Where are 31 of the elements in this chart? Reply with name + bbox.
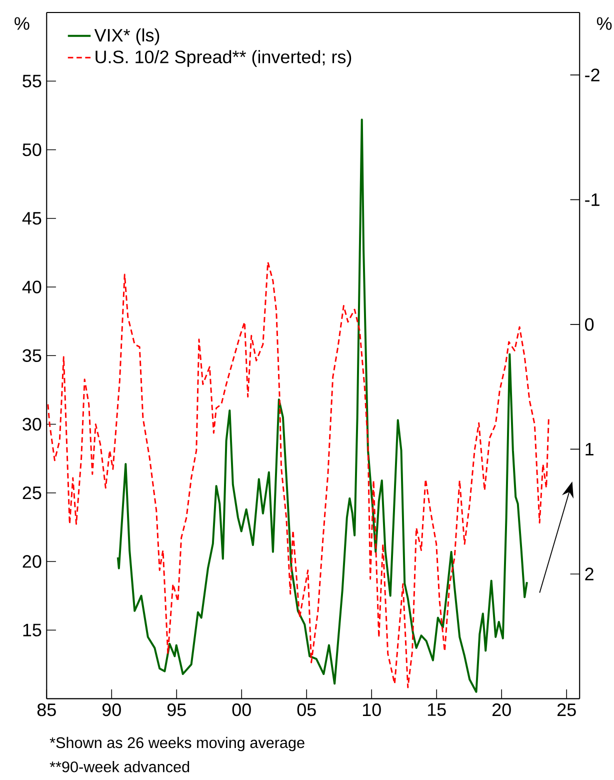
y-tick-label: 45 xyxy=(22,212,42,225)
x-tick-label: 90 xyxy=(102,703,122,716)
y2-axis-title: % xyxy=(597,17,612,30)
text: **90-week advanced xyxy=(50,761,190,772)
x-tick-label: 15 xyxy=(428,703,446,716)
text: *Shown as 26 weeks moving average xyxy=(50,736,305,752)
y-tick-label: 15 xyxy=(24,624,42,636)
y-tick-label: 55 xyxy=(22,74,42,88)
x-tick-label: 95 xyxy=(168,703,186,716)
x-tick-label: 05 xyxy=(298,703,316,716)
line-series xyxy=(47,261,550,688)
y-tick-label: 35 xyxy=(22,349,42,362)
x-tick-label: 10 xyxy=(363,703,382,716)
y2-tick-label: -2 xyxy=(585,68,600,82)
x-tick-label: 85 xyxy=(38,703,56,716)
y-axis-title: % xyxy=(14,17,30,30)
y2-tick-label: 1 xyxy=(586,443,594,456)
y-tick-label: 20 xyxy=(23,555,42,568)
y2-tick-label: 2 xyxy=(585,568,594,580)
x-tick-label: 00 xyxy=(232,703,252,716)
y-tick-label: 25 xyxy=(23,486,42,500)
y2-tick-label: -1 xyxy=(585,193,600,206)
y-tick-label: 30 xyxy=(22,418,42,431)
x-tick-label: 25 xyxy=(558,703,576,716)
legend-label: VIX* (ls) xyxy=(94,28,160,46)
y-tick-label: 50 xyxy=(22,143,42,156)
y-tick-label: 40 xyxy=(22,280,42,294)
x-tick-label: 20 xyxy=(492,703,512,716)
y2-tick-label: 0 xyxy=(585,318,594,331)
legend-label: U.S. 10/2 Spread** (inverted; rs) xyxy=(96,50,352,67)
line-series xyxy=(117,118,528,693)
